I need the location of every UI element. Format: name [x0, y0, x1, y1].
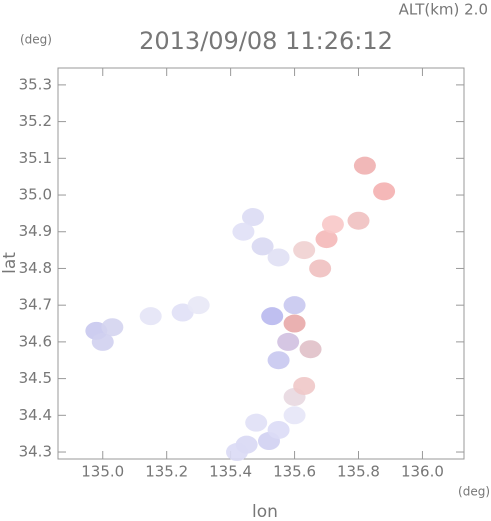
- echo-patch: [139, 307, 162, 326]
- echo-patch: [373, 182, 396, 201]
- echo-patch: [267, 420, 290, 439]
- y-unit: (deg): [20, 33, 52, 47]
- x-tick-label: 136.0: [401, 463, 444, 481]
- y-tick-label: 35.2: [19, 112, 52, 130]
- echo-patch: [283, 314, 306, 333]
- x-axis-label: lon: [252, 502, 278, 521]
- y-tick-label: 34.3: [19, 443, 52, 461]
- y-tick-label: 34.4: [19, 406, 52, 424]
- echo-patch: [187, 296, 210, 315]
- chart-title: 2013/09/08 11:26:12: [139, 27, 393, 55]
- y-tick-label: 34.7: [19, 296, 52, 314]
- y-tick-label: 34.9: [19, 222, 52, 240]
- y-axis-label: lat: [0, 252, 20, 274]
- echo-patch: [251, 237, 274, 256]
- x-tick-label: 135.4: [209, 463, 252, 481]
- echo-patch: [321, 215, 344, 234]
- altitude-label: ALT(km) 2.0: [399, 1, 488, 19]
- echo-patch: [267, 248, 290, 267]
- x-unit: (deg): [458, 485, 490, 499]
- echo-patch: [267, 351, 290, 370]
- x-tick-label: 135.8: [337, 463, 380, 481]
- echo-patch: [261, 307, 284, 326]
- echo-patch: [293, 376, 316, 395]
- echo-patch: [283, 296, 306, 315]
- x-tick-label: 135.6: [273, 463, 316, 481]
- echo-patch: [232, 222, 255, 241]
- echo-patch: [171, 303, 194, 322]
- x-tick-label: 135.0: [81, 463, 124, 481]
- echo-patch: [299, 340, 322, 359]
- y-tick-label: 34.6: [19, 332, 52, 350]
- echo-patch: [101, 318, 124, 337]
- y-tick-label: 35.3: [19, 75, 52, 93]
- echo-patch: [226, 443, 249, 462]
- echo-patch: [309, 259, 332, 278]
- x-tick-label: 135.2: [145, 463, 188, 481]
- echo-patch: [315, 230, 338, 249]
- echo-patch: [347, 211, 370, 230]
- echo-patch: [283, 406, 306, 425]
- echo-patch: [91, 332, 114, 351]
- echo-patch: [245, 413, 268, 432]
- echo-patch: [353, 156, 376, 175]
- echo-patch: [277, 332, 300, 351]
- plot-frame: [57, 67, 465, 460]
- echo-patch: [293, 241, 316, 260]
- y-tick-label: 34.8: [19, 259, 52, 277]
- y-tick-label: 34.5: [19, 369, 52, 387]
- echo-patch: [242, 208, 265, 227]
- y-tick-label: 35.0: [19, 186, 52, 204]
- y-tick-label: 35.1: [19, 149, 52, 167]
